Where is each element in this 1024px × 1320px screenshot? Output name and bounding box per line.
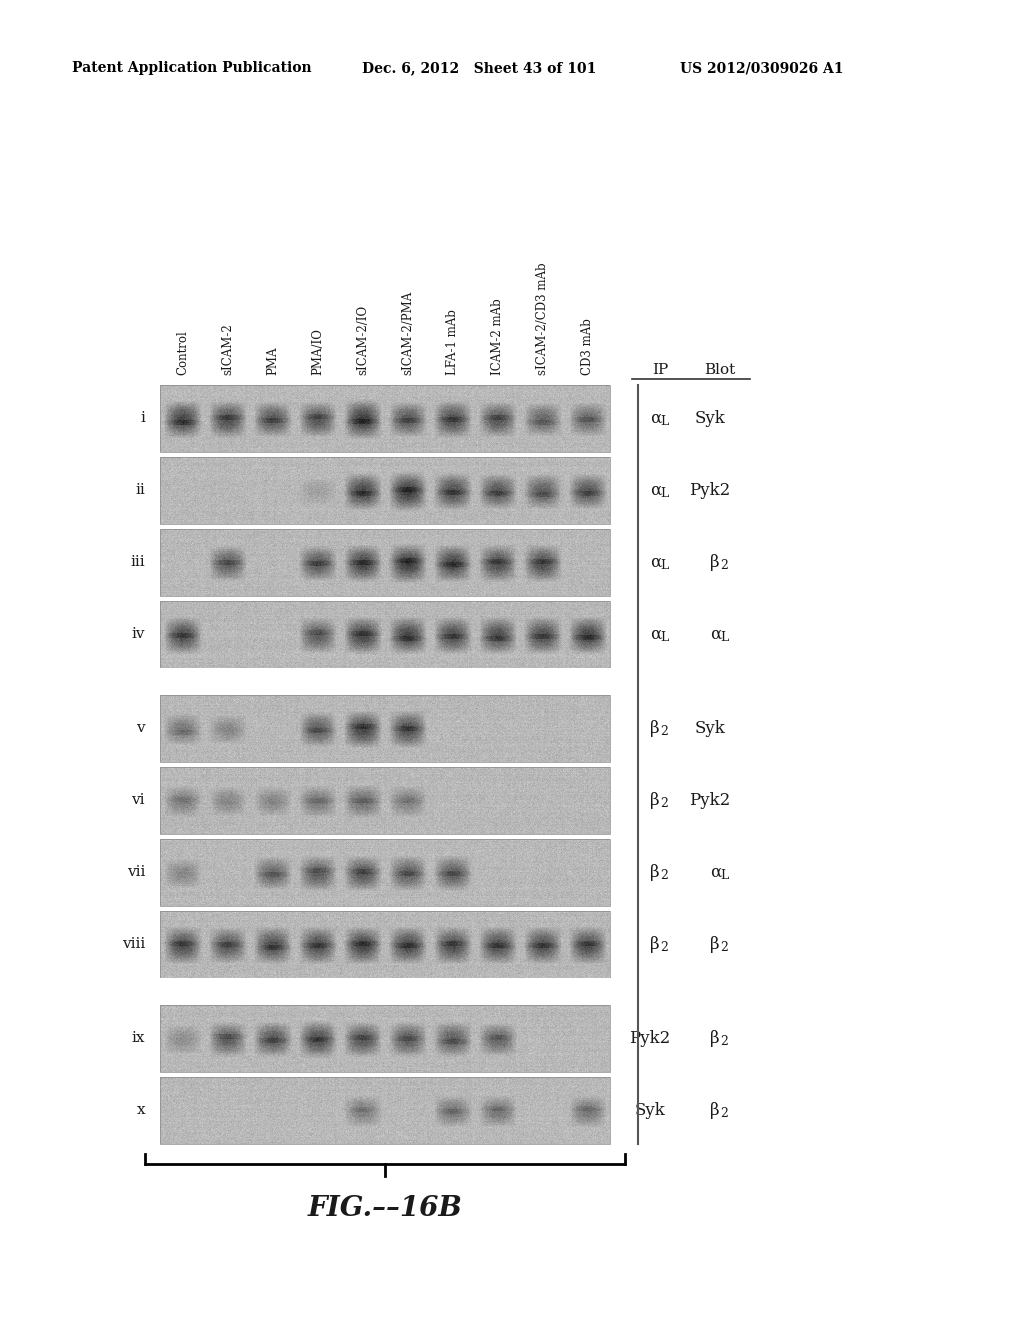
Text: Syk: Syk (635, 1102, 666, 1119)
Text: α: α (710, 626, 721, 643)
Bar (160, 385, 610, 451)
Bar (160, 696, 610, 762)
Text: α: α (650, 482, 662, 499)
Bar (160, 767, 610, 834)
Text: viii: viii (122, 937, 145, 952)
Bar (160, 529, 610, 597)
Text: PMA/IO: PMA/IO (311, 329, 324, 375)
Text: ix: ix (131, 1031, 145, 1045)
Text: 2: 2 (720, 941, 728, 954)
Text: 2: 2 (660, 797, 668, 810)
Bar (160, 457, 610, 524)
Text: ii: ii (135, 483, 145, 498)
Text: β: β (710, 936, 720, 953)
Text: 2: 2 (720, 1107, 728, 1119)
Text: β: β (650, 865, 659, 880)
Text: β: β (710, 1030, 720, 1047)
Text: vi: vi (131, 793, 145, 808)
Text: Control: Control (176, 330, 189, 375)
Text: L: L (720, 869, 728, 882)
Text: β: β (710, 1102, 720, 1119)
Text: L: L (660, 558, 669, 572)
Text: α: α (650, 411, 662, 426)
Text: iv: iv (131, 627, 145, 642)
Text: 2: 2 (660, 869, 668, 882)
Text: US 2012/0309026 A1: US 2012/0309026 A1 (680, 61, 844, 75)
Text: vii: vii (127, 866, 145, 879)
Text: Patent Application Publication: Patent Application Publication (72, 61, 311, 75)
Text: L: L (660, 487, 669, 500)
Bar (160, 1005, 610, 1072)
Text: LFA-1 mAb: LFA-1 mAb (446, 309, 459, 375)
Text: IP: IP (652, 363, 668, 378)
Text: β: β (650, 792, 659, 809)
Text: ICAM-2 mAb: ICAM-2 mAb (490, 298, 504, 375)
Text: α: α (650, 554, 662, 572)
Text: L: L (660, 631, 669, 644)
Text: sICAM-2/CD3 mAb: sICAM-2/CD3 mAb (536, 263, 549, 375)
Text: FIG.––16B: FIG.––16B (307, 1196, 463, 1222)
Text: Dec. 6, 2012   Sheet 43 of 101: Dec. 6, 2012 Sheet 43 of 101 (362, 61, 596, 75)
Text: sICAM-2/PMA: sICAM-2/PMA (401, 290, 414, 375)
Text: β: β (650, 719, 659, 737)
Bar (160, 601, 610, 668)
Text: Pyk2: Pyk2 (689, 792, 731, 809)
Text: α: α (710, 865, 721, 880)
Text: β: β (650, 936, 659, 953)
Text: 2: 2 (720, 1035, 728, 1048)
Text: sICAM-2: sICAM-2 (221, 323, 234, 375)
Text: L: L (720, 631, 728, 644)
Bar (130, 978, 620, 1001)
Text: CD3 mAb: CD3 mAb (581, 318, 594, 375)
Text: i: i (140, 412, 145, 425)
Text: Pyk2: Pyk2 (689, 482, 731, 499)
Text: 2: 2 (660, 941, 668, 954)
Text: 2: 2 (660, 725, 668, 738)
Text: α: α (650, 626, 662, 643)
Text: Blot: Blot (705, 363, 735, 378)
Bar (160, 911, 610, 978)
Text: v: v (136, 722, 145, 735)
Text: iii: iii (130, 556, 145, 569)
Text: PMA: PMA (266, 346, 279, 375)
Bar (130, 668, 620, 690)
Text: Syk: Syk (694, 719, 725, 737)
Text: Pyk2: Pyk2 (630, 1030, 671, 1047)
Text: 2: 2 (720, 558, 728, 572)
Text: x: x (136, 1104, 145, 1118)
Text: Syk: Syk (694, 411, 725, 426)
Bar (160, 1077, 610, 1144)
Text: sICAM-2/IO: sICAM-2/IO (356, 305, 369, 375)
Text: β: β (710, 554, 720, 572)
Text: L: L (660, 414, 669, 428)
Bar (160, 840, 610, 906)
